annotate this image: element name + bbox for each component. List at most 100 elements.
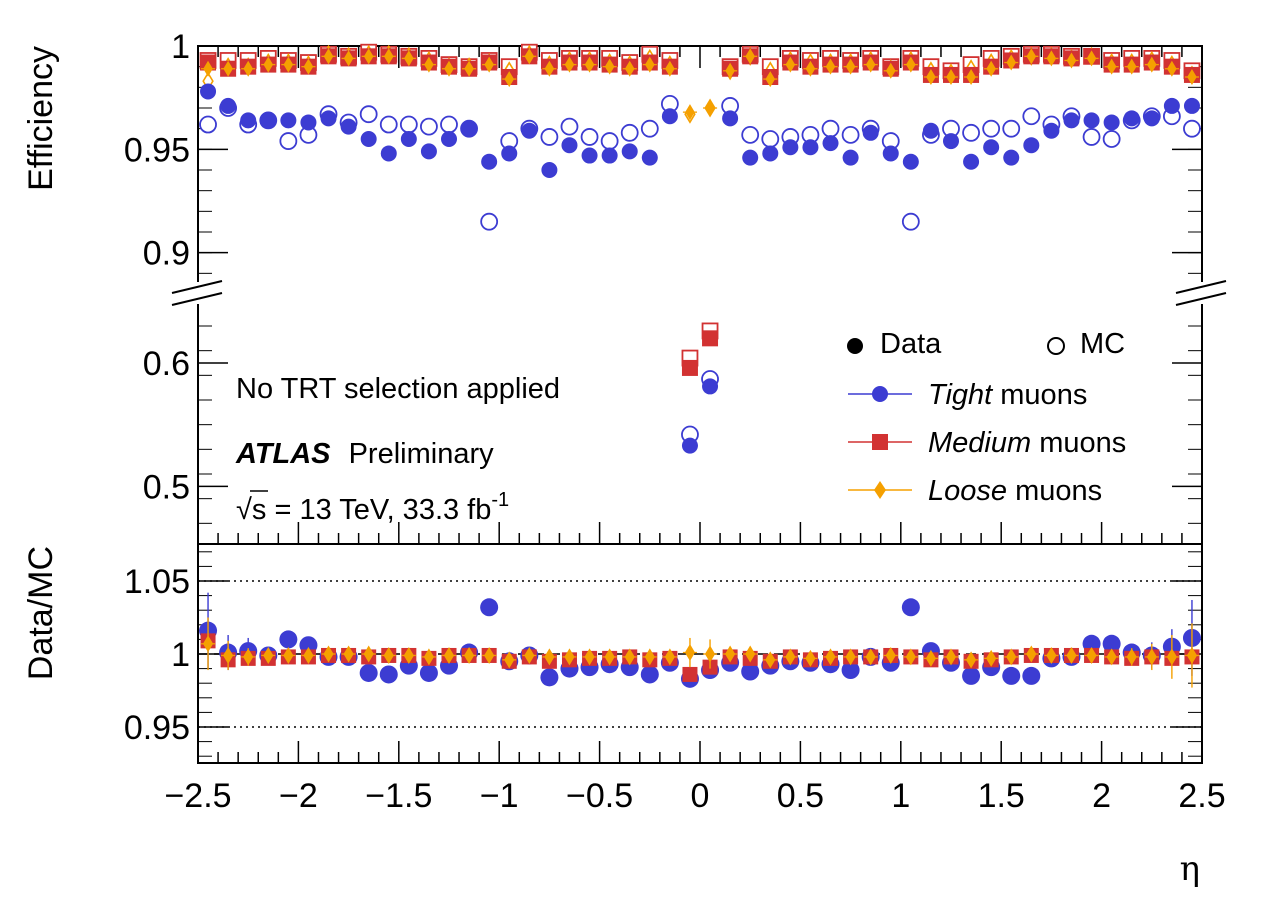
tight-data-point	[481, 153, 498, 170]
loose-ratio-point	[1086, 646, 1097, 664]
loose-data-point	[484, 56, 494, 73]
loose-data-point	[584, 56, 595, 73]
tight-data-point	[1023, 137, 1040, 154]
loose-data-point	[223, 60, 233, 77]
loose-data-point	[966, 69, 976, 86]
tight-ratio-point	[419, 663, 438, 682]
loose-ratio-point	[484, 646, 495, 664]
tight-mc-point	[982, 119, 1001, 138]
tight-data-point	[1103, 114, 1120, 131]
loose-ratio-point	[1186, 646, 1198, 664]
tight-data-point	[541, 162, 558, 179]
tight-data-point	[802, 139, 819, 156]
tight-data-point	[822, 135, 839, 152]
loose-data-point	[383, 48, 394, 65]
loose-data-point	[926, 69, 936, 86]
loose-ratio-point	[383, 646, 394, 664]
loose-ratio-point	[504, 651, 515, 669]
tight-mc-point	[359, 105, 378, 124]
tight-ratio-point	[901, 598, 920, 617]
tight-data-point	[360, 131, 377, 148]
legend-marker-loose	[874, 481, 886, 499]
loose-ratio-point	[1066, 646, 1077, 664]
tight-data-point	[380, 145, 397, 162]
sqrt-s: s	[252, 494, 267, 526]
legend-marker-mc	[1047, 337, 1065, 355]
tight-data-point	[320, 110, 337, 127]
loose-data-point	[464, 60, 474, 77]
loose-ratio-point	[263, 646, 274, 664]
tight-data-point	[521, 122, 538, 139]
loose-data-point	[845, 58, 856, 75]
tight-mc-point	[741, 125, 760, 144]
loose-data-point	[765, 71, 776, 88]
tight-data-point	[601, 147, 618, 164]
loose-data-point	[785, 56, 796, 73]
tight-data-point	[641, 149, 658, 166]
legend-label-data: Data	[880, 328, 942, 360]
tight-ratio-point	[841, 661, 860, 680]
tight-data-point	[862, 124, 879, 141]
loose-data-point	[1187, 69, 1197, 86]
y-tick-label-ratio: 0.95	[124, 709, 190, 747]
tight-data-point	[681, 437, 698, 454]
y-tick-label-upper: 0.9	[143, 235, 190, 273]
loose-data-point	[444, 60, 454, 77]
loose-data-point	[1046, 50, 1057, 67]
tight-mc-point	[480, 212, 499, 231]
loose-ratio-point	[564, 648, 575, 666]
loose-data-point	[1086, 50, 1097, 67]
tight-ratio-point	[962, 666, 981, 685]
loose-ratio-point	[544, 648, 555, 666]
legend-entry-data: Data	[847, 328, 942, 360]
loose-data-point	[263, 56, 274, 73]
loose-ratio-point	[463, 646, 475, 664]
loose-ratio-point	[684, 644, 696, 662]
tight-data-point	[340, 118, 357, 135]
loose-ratio-point	[604, 648, 615, 666]
loose-ratio-point	[1026, 645, 1037, 663]
tight-mc-point	[540, 128, 559, 146]
loose-ratio-point	[885, 646, 896, 664]
loose-ratio-point	[1046, 646, 1057, 664]
loose-ratio-point	[202, 635, 214, 653]
legend-entry-mc: MC	[1047, 328, 1125, 360]
tight-ratio-point	[379, 665, 398, 684]
loose-data-point	[1006, 54, 1017, 71]
tight-data-point	[702, 378, 719, 395]
y-axis-title-ratio: Data/MC	[22, 546, 60, 680]
legend-marker-medium	[872, 434, 888, 450]
loose-ratio-point	[805, 649, 816, 667]
legend-marker-data	[847, 338, 863, 354]
loose-data-point	[946, 69, 956, 86]
tight-mc-point	[560, 117, 579, 136]
legend: Data MC Tight muons Medium muons Loose m…	[847, 328, 1126, 507]
tight-mc-point	[1082, 128, 1101, 146]
loose-data-point	[404, 50, 414, 67]
loose-data-point	[604, 58, 615, 75]
tight-data-point	[1183, 97, 1200, 114]
medium-ratio-point	[682, 666, 698, 682]
tight-mc-point	[199, 115, 217, 134]
tight-mc-point	[1183, 119, 1201, 138]
loose-ratio-point	[1006, 648, 1017, 666]
loose-data-point	[424, 56, 434, 73]
axis-break-left	[171, 280, 223, 306]
loose-ratio-point	[925, 649, 937, 667]
loose-ratio-point	[624, 648, 635, 666]
tight-data-point	[922, 122, 939, 139]
annotation-selection: No TRT selection applied	[236, 373, 560, 405]
loose-data-point	[1026, 48, 1037, 65]
loose-data-point	[986, 60, 996, 77]
tight-mc-point	[1022, 107, 1041, 126]
loose-data-point	[1147, 56, 1157, 73]
x-tick-label: 2.5	[1178, 777, 1225, 815]
legend-label-loose: Loose muons	[928, 475, 1102, 507]
loose-data-point	[705, 100, 715, 117]
y-tick-label-upper: 1	[171, 28, 190, 66]
tight-data-point	[983, 139, 1000, 156]
x-tick-label: −2	[279, 777, 318, 815]
loose-ratio-point	[865, 648, 876, 666]
loose-ratio-point	[243, 648, 254, 666]
